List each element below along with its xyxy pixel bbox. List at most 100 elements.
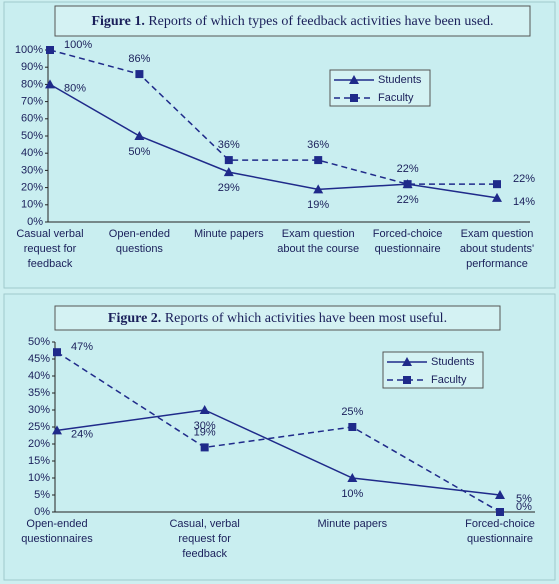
marker xyxy=(53,348,61,357)
series-line xyxy=(49,49,497,185)
data-label: 80% xyxy=(64,82,86,94)
data-label: 30% xyxy=(194,420,216,432)
title-text: Reports of which activities have been mo… xyxy=(165,311,447,326)
y-tick-label: 35% xyxy=(28,387,50,399)
y-tick-label: 100% xyxy=(15,44,43,56)
y-tick-label: 90% xyxy=(21,61,43,73)
marker xyxy=(348,423,357,431)
y-tick-label: 50% xyxy=(21,130,43,142)
data-label: 10% xyxy=(341,488,363,500)
data-label: 22% xyxy=(513,173,535,185)
marker xyxy=(349,75,359,84)
marker xyxy=(135,70,144,79)
y-tick-label: 0% xyxy=(27,216,43,228)
x-tick-label-box: Open-ended questionnaires xyxy=(21,518,93,545)
x-tick-label-box: Forced-choice questionnaire xyxy=(465,518,535,545)
y-tick-label: 50% xyxy=(28,336,50,348)
marker xyxy=(403,376,411,384)
data-label: 36% xyxy=(218,139,240,151)
data-label: 100% xyxy=(64,39,92,51)
y-tick-label: 20% xyxy=(21,182,43,194)
legend-label: Faculty xyxy=(431,374,467,386)
y-tick-label: 70% xyxy=(21,96,43,108)
y-tick-label: 40% xyxy=(28,370,50,382)
figure-label: Figure 2. xyxy=(108,311,161,326)
series-line xyxy=(56,409,501,496)
marker xyxy=(496,508,504,516)
legend-label: Students xyxy=(378,74,422,86)
series-line xyxy=(49,83,498,199)
x-tick-label-box: Minute papers xyxy=(317,518,388,530)
x-tick-label: Casual verbal request for feedback xyxy=(16,228,84,270)
x-tick-label-box: Open-ended questions xyxy=(108,228,170,255)
marker xyxy=(199,405,210,414)
x-tick-label: Exam question about students' performanc… xyxy=(459,228,535,270)
x-tick-label: Forced-choice questionnaire xyxy=(465,518,535,545)
y-tick-label: 20% xyxy=(28,438,50,450)
series-line xyxy=(56,351,501,513)
marker xyxy=(224,156,233,165)
x-tick-label-box: Exam question about the course xyxy=(277,228,360,255)
marker xyxy=(52,425,62,435)
x-tick-label: Minute papers xyxy=(193,228,264,240)
marker xyxy=(350,94,358,102)
y-tick-label: 60% xyxy=(21,113,43,125)
marker xyxy=(402,357,412,366)
x-tick-label: Open-ended questions xyxy=(108,228,170,255)
marker xyxy=(314,156,323,165)
figure-label: Figure 1. xyxy=(91,14,144,29)
legend-label: Students xyxy=(431,356,475,368)
figure-panel xyxy=(3,1,556,289)
data-label: 29% xyxy=(218,182,240,194)
marker xyxy=(46,46,54,54)
data-label: 22% xyxy=(397,194,419,206)
x-tick-label-box: Casual verbal request for feedback xyxy=(16,228,84,270)
x-tick-label-box: Casual, verbal request for feedback xyxy=(169,518,239,560)
marker xyxy=(495,490,505,499)
y-tick-label: 45% xyxy=(28,353,50,365)
data-label: 19% xyxy=(194,426,216,438)
legend-box xyxy=(329,69,431,107)
data-label: 86% xyxy=(128,53,150,65)
legend-label: Faculty xyxy=(378,92,414,104)
data-label: 19% xyxy=(307,199,329,211)
title-text: Reports of which types of feedback activ… xyxy=(148,14,493,29)
legend-box xyxy=(382,351,484,389)
marker xyxy=(313,184,324,194)
x-tick-label: Exam question about the course xyxy=(277,228,360,255)
title-box xyxy=(54,5,531,37)
data-label: 47% xyxy=(71,341,93,353)
y-tick-label: 5% xyxy=(34,489,50,501)
chart-title: Figure 1. Reports of which types of feed… xyxy=(91,14,493,29)
data-label: 36% xyxy=(307,139,329,151)
marker xyxy=(45,79,55,89)
data-label: 0% xyxy=(516,501,532,513)
data-label: 25% xyxy=(341,406,363,418)
marker xyxy=(492,192,502,202)
data-label: 50% xyxy=(128,146,150,158)
marker xyxy=(223,167,234,177)
marker xyxy=(200,443,209,452)
y-tick-label: 15% xyxy=(28,455,50,467)
x-tick-label: Forced-choice questionnaire xyxy=(372,228,443,255)
data-label: 22% xyxy=(397,163,419,175)
marker xyxy=(403,180,412,189)
data-label: 5% xyxy=(516,493,532,505)
y-tick-label: 0% xyxy=(34,506,50,518)
y-tick-label: 25% xyxy=(28,421,50,433)
x-tick-label: Minute papers xyxy=(317,518,388,530)
y-tick-label: 30% xyxy=(21,164,43,176)
x-tick-label-box: Exam question about students' performanc… xyxy=(459,228,535,270)
marker xyxy=(347,473,358,482)
x-tick-label-box: Forced-choice questionnaire xyxy=(372,228,443,255)
x-tick-label: Open-ended questionnaires xyxy=(21,518,93,545)
data-label: 24% xyxy=(71,428,93,440)
chart-title: Figure 2. Reports of which activities ha… xyxy=(108,311,447,326)
marker xyxy=(493,180,501,189)
y-tick-label: 40% xyxy=(21,147,43,159)
y-tick-label: 30% xyxy=(28,404,50,416)
title-box xyxy=(54,305,501,331)
marker xyxy=(134,131,145,140)
y-tick-label: 10% xyxy=(21,199,43,211)
